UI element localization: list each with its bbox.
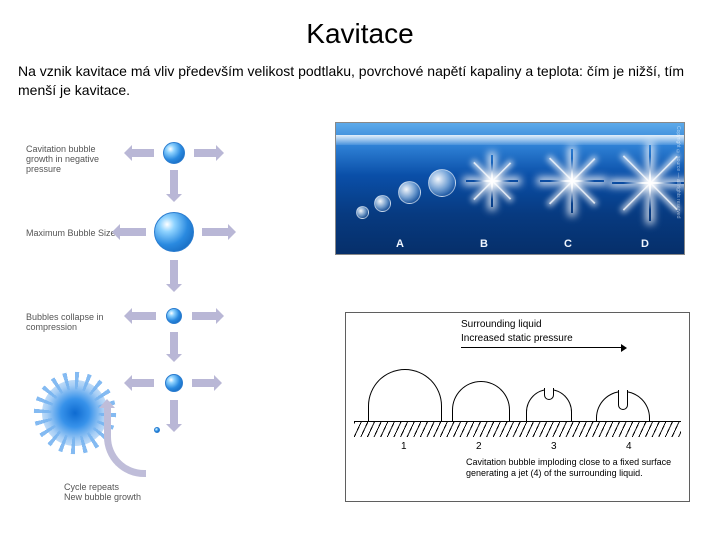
sequence-letter: C <box>564 238 572 250</box>
stage-number: 1 <box>401 441 407 452</box>
cavitation-bubble-icon <box>166 308 182 324</box>
jet-indentation <box>544 388 554 400</box>
cycle-curved-arrow-icon <box>104 407 146 477</box>
pressure-arrow-label: Increased static pressure <box>461 333 573 344</box>
small-bubble-icon <box>154 427 160 433</box>
arrow-icon <box>170 400 178 424</box>
rising-bubble-icon <box>398 181 421 204</box>
stage-number: 3 <box>551 441 557 452</box>
arrow-icon <box>132 379 154 387</box>
arrow-icon <box>170 260 178 284</box>
pressure-arrow-icon <box>461 347 621 348</box>
arrow-icon <box>194 149 216 157</box>
rising-bubble-icon <box>356 206 369 219</box>
water-surface <box>336 135 684 145</box>
arrow-icon <box>192 312 216 320</box>
cavitation-bubble-icon <box>163 142 185 164</box>
arrow-icon <box>170 332 178 354</box>
jet-indentation <box>618 390 628 410</box>
arrow-icon <box>202 228 228 236</box>
cavitation-bubble-icon <box>165 374 183 392</box>
fixed-surface <box>354 421 681 437</box>
bubble-cycle-diagram: Cavitation bubble growth in negative pre… <box>24 122 284 532</box>
page-title: Kavitace <box>0 0 720 62</box>
stage-label: Bubbles collapse in compression <box>26 312 116 333</box>
cavitation-photo-sequence: A B C D Copyright © source — all rights rese… <box>335 122 685 255</box>
cavitation-bubble-icon <box>154 212 194 252</box>
arrow-icon <box>170 170 178 194</box>
stage-label: Cycle repeatsNew bubble growth <box>64 482 214 503</box>
rising-bubble-icon <box>428 169 456 197</box>
arrow-icon <box>132 149 154 157</box>
stage-label: Maximum Bubble Size <box>26 228 116 238</box>
stage-label: Cavitation bubble growth in negative pre… <box>26 144 116 175</box>
implosion-schematic: Surrounding liquid Increased static press… <box>345 312 690 502</box>
schematic-bubble <box>368 369 442 421</box>
surrounding-liquid-label: Surrounding liquid <box>461 319 542 330</box>
schematic-bubble <box>452 381 510 421</box>
arrow-icon <box>132 312 156 320</box>
content-area: Cavitation bubble growth in negative pre… <box>0 112 720 542</box>
sequence-letter: D <box>641 238 649 250</box>
sequence-letter: B <box>480 238 488 250</box>
subtitle-text: Na vznik kavitace má vliv především veli… <box>0 62 720 112</box>
schematic-caption: Cavitation bubble imploding close to a f… <box>466 457 676 479</box>
collapse-flash-icon <box>540 149 604 213</box>
rising-bubble-icon <box>374 195 391 212</box>
stage-number: 4 <box>626 441 632 452</box>
stage-number: 2 <box>476 441 482 452</box>
collapse-starburst-icon <box>42 380 108 446</box>
arrow-icon <box>120 228 146 236</box>
arrow-icon <box>192 379 214 387</box>
copyright-text: Copyright © source — all rights reserved <box>675 126 681 218</box>
collapse-flash-icon <box>466 155 518 207</box>
sequence-letter: A <box>396 238 404 250</box>
